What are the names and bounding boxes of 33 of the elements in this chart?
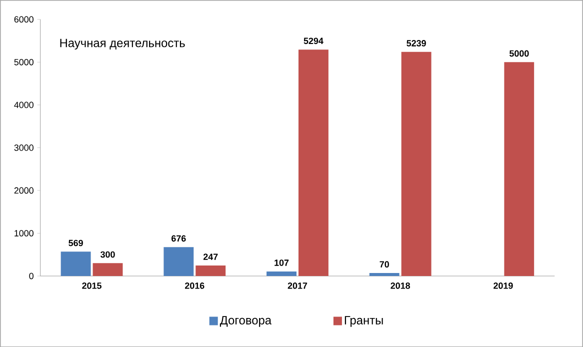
data-label: 247 — [203, 254, 218, 260]
y-tick-label: 2000 — [14, 187, 34, 194]
bar — [92, 263, 123, 276]
data-label: 5000 — [510, 50, 529, 56]
legend-label: Договора — [220, 316, 272, 327]
y-tick-label: 4000 — [14, 102, 34, 108]
data-label: 300 — [100, 251, 115, 258]
bar — [504, 62, 534, 276]
x-tick-label: 2016 — [184, 282, 204, 289]
bar — [164, 246, 194, 276]
x-tick-label: 2017 — [288, 282, 308, 289]
data-label: 676 — [172, 235, 186, 242]
text: Научная деятельность — [60, 38, 185, 50]
y-tick-label: 6000 — [14, 16, 34, 22]
legend-label: Гранты — [344, 316, 383, 327]
bar — [401, 52, 432, 276]
data-label: 107 — [274, 259, 289, 266]
bar — [298, 49, 328, 276]
data-label: 569 — [68, 240, 83, 246]
y-tick-label: 5000 — [14, 58, 34, 66]
y-tick-label: 0 — [29, 272, 34, 280]
bar — [369, 272, 400, 276]
y-tick-label: 1000 — [14, 230, 34, 236]
data-label: 70 — [380, 261, 389, 268]
data-label: 5239 — [406, 40, 426, 46]
data-label: 5294 — [304, 38, 324, 44]
bar — [196, 265, 226, 276]
bar — [60, 252, 91, 276]
x-tick-label: 2019 — [494, 282, 513, 289]
bar — [266, 271, 296, 276]
x-tick-label: 2015 — [82, 282, 102, 289]
x-tick-label: 2018 — [390, 282, 410, 289]
y-tick-label: 3000 — [14, 144, 34, 151]
